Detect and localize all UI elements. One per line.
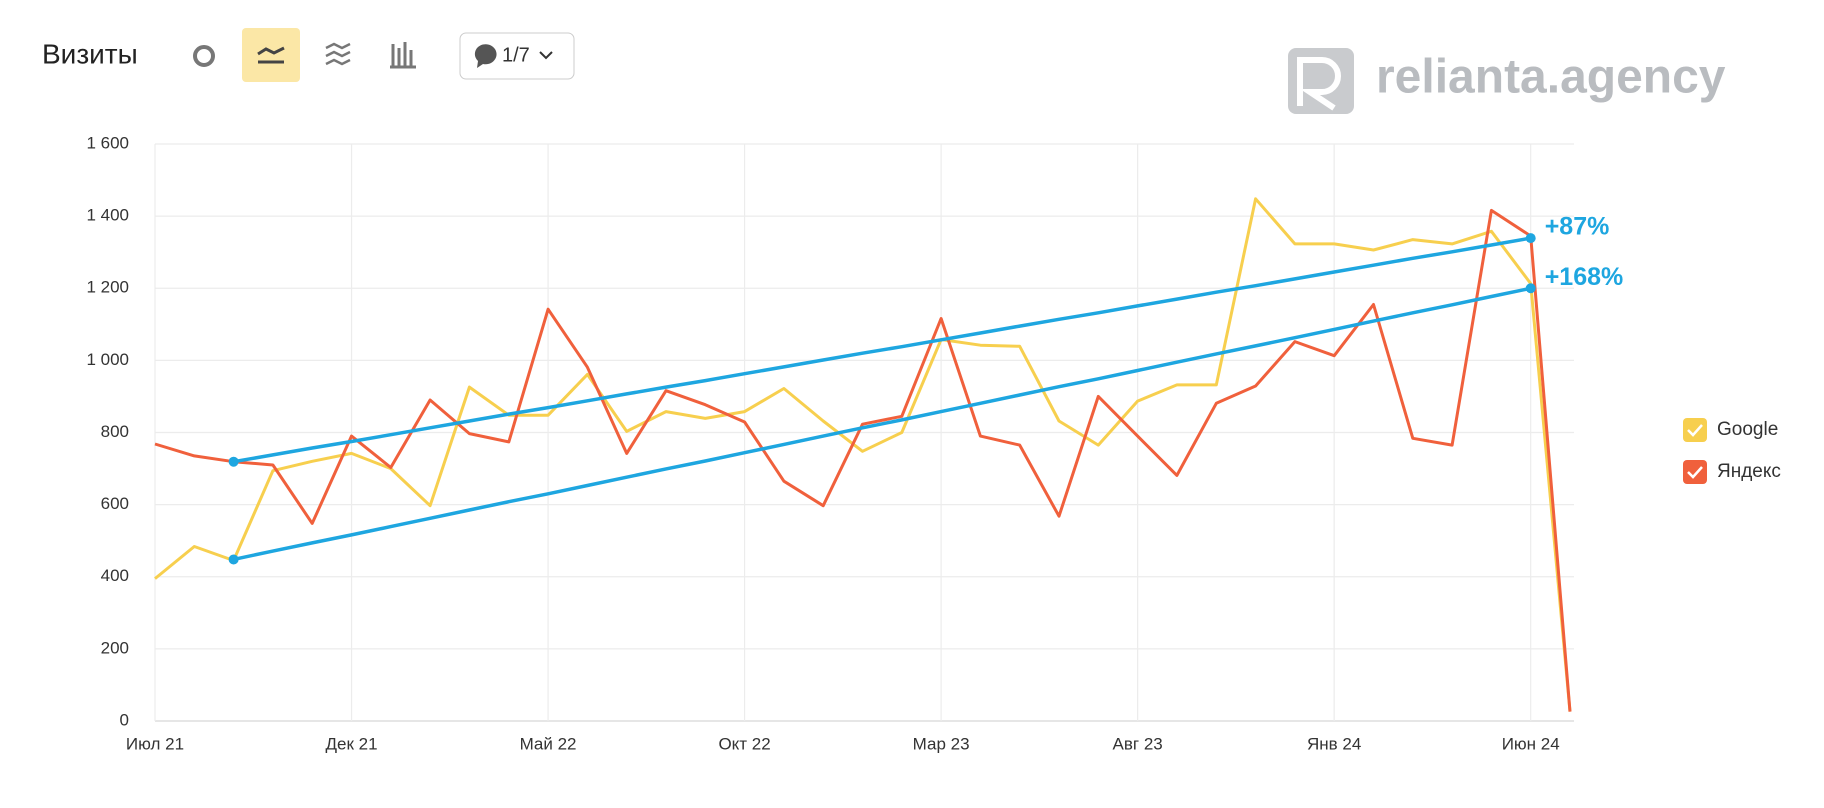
trend-point <box>1525 233 1536 244</box>
pie-button[interactable] <box>193 45 215 67</box>
y-tick-label: 0 <box>120 710 129 729</box>
x-tick-label: Июн 24 <box>1502 734 1560 753</box>
legend-label: Яндекс <box>1717 461 1781 482</box>
trend-point <box>1525 283 1536 294</box>
comments-dropdown[interactable]: 1/7 <box>459 32 575 80</box>
comments-count: 1/7 <box>502 44 530 66</box>
y-tick-label: 1 400 <box>86 206 129 225</box>
trend-point <box>228 554 239 565</box>
legend-check <box>1687 466 1703 479</box>
y-tick-label: 1 600 <box>86 133 129 152</box>
trend-label: +168% <box>1545 263 1624 291</box>
trend-point <box>228 456 239 467</box>
chart: 0 200 400 600 800 1 000 1 200 1 400 1 600 Июл 21 Д… <box>86 133 1780 753</box>
line-button[interactable] <box>242 28 300 82</box>
line-icon <box>257 46 285 64</box>
x-tick-label: Окт 22 <box>718 734 770 753</box>
series-line <box>154 208 1572 712</box>
y-tick-label: 1 200 <box>86 278 129 297</box>
trend-line <box>233 286 1532 562</box>
y-tick-label: 200 <box>101 638 129 657</box>
y-tick-label: 800 <box>101 422 129 441</box>
x-tick-label: Мар 23 <box>913 734 970 753</box>
y-tick-label: 1 000 <box>86 350 129 369</box>
trend-line <box>233 236 1532 464</box>
y-tick-label: 400 <box>101 566 129 585</box>
legend-swatch <box>1683 418 1707 442</box>
x-tick-label: Янв 24 <box>1307 734 1361 753</box>
bar-button[interactable] <box>390 42 416 69</box>
x-tick-label: Июл 21 <box>126 734 184 753</box>
x-tick-label: Май 22 <box>520 734 577 753</box>
legend-swatch <box>1683 460 1707 484</box>
y-tick-label: 600 <box>101 494 129 513</box>
logo: relianta.agency <box>1288 48 1726 114</box>
trend-label: +87% <box>1545 213 1610 241</box>
x-tick-label: Авг 23 <box>1113 734 1163 753</box>
page-title: Визиты <box>42 38 138 69</box>
chart-type-buttons <box>193 28 416 82</box>
x-tick-label: Дек 21 <box>326 734 378 753</box>
area-button[interactable] <box>325 42 351 66</box>
logo-text: relianta.agency <box>1376 51 1726 104</box>
legend-label: Google <box>1717 419 1778 440</box>
legend-check <box>1687 424 1703 437</box>
